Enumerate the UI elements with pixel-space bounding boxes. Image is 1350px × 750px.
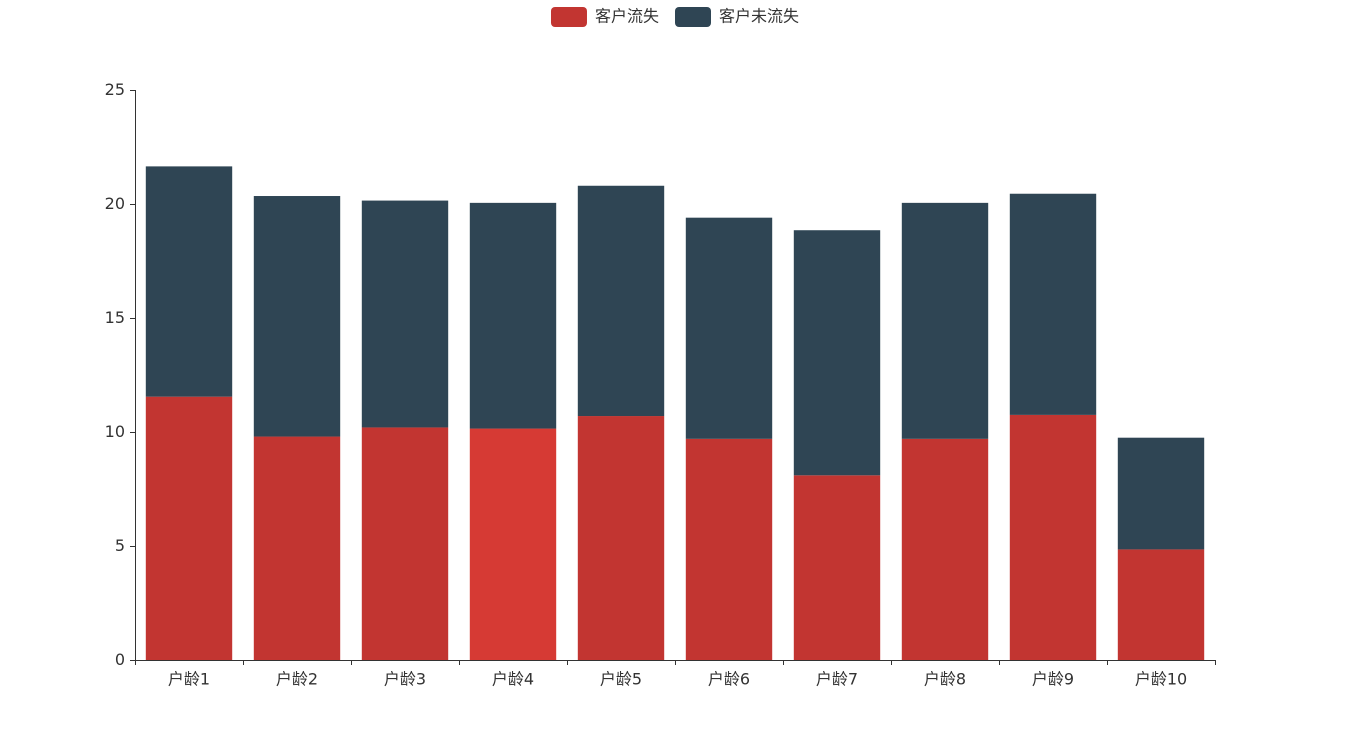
x-tick-label-6: 户龄6 [708,670,750,689]
bar-churned-4[interactable] [469,428,557,660]
bar-retained-2[interactable] [253,196,341,437]
y-tick-label-1: 5 [115,536,125,555]
x-tick-label-3: 户龄3 [384,670,426,689]
bar-churned-5[interactable] [577,416,665,660]
bar-churned-7[interactable] [793,475,881,660]
legend-label-0: 客户流失 [595,7,659,26]
x-tick-label-9: 户龄9 [1032,670,1074,689]
bar-retained-6[interactable] [685,217,773,439]
x-tick-label-8: 户龄8 [924,670,966,689]
y-tick-label-4: 20 [105,194,125,213]
bar-retained-8[interactable] [901,202,989,439]
bar-retained-10[interactable] [1117,437,1205,550]
bars [145,166,1205,660]
legend: 客户流失 客户未流失 [550,7,799,28]
bar-retained-4[interactable] [469,202,557,429]
bar-churned-6[interactable] [685,438,773,660]
legend-swatch-1 [675,7,711,27]
x-tick-label-7: 户龄7 [816,670,858,689]
y-tick-label-5: 25 [105,80,125,99]
bar-churned-10[interactable] [1117,549,1205,660]
legend-swatch-0 [550,7,587,27]
x-tick-label-4: 户龄4 [492,670,534,689]
y-axis: 0 5 10 15 20 25 [105,80,136,669]
bar-retained-9[interactable] [1009,193,1097,415]
x-tick-label-2: 户龄2 [276,670,318,689]
bar-churned-9[interactable] [1009,414,1097,660]
y-tick-label-0: 0 [115,650,125,669]
bar-churned-1[interactable] [145,396,233,660]
bar-churned-3[interactable] [361,427,449,660]
legend-item-churned[interactable]: 客户流失 [550,7,659,28]
x-tick-label-10: 户龄10 [1135,670,1187,689]
bar-retained-1[interactable] [145,166,233,397]
bar-churned-2[interactable] [253,436,341,660]
x-tick-label-5: 户龄5 [600,670,642,689]
bar-retained-3[interactable] [361,200,449,428]
legend-item-retained[interactable]: 客户未流失 [675,7,799,28]
bar-retained-7[interactable] [793,230,881,476]
x-tick-label-1: 户龄1 [168,670,210,689]
x-axis: 户龄1 户龄2 户龄3 户龄4 户龄5 户龄6 户龄7 户龄8 户龄9 户龄10 [135,660,1216,689]
y-tick-label-2: 10 [105,422,125,441]
bar-retained-5[interactable] [577,185,665,417]
legend-label-1: 客户未流失 [719,7,799,26]
y-tick-label-3: 15 [105,308,125,327]
bar-churned-8[interactable] [901,438,989,660]
